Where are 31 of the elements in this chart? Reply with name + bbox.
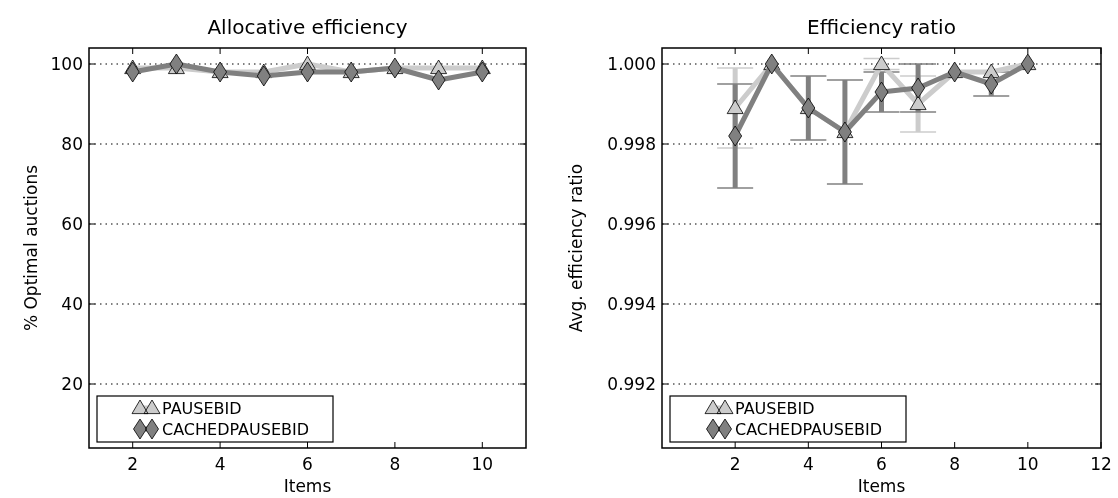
y-tick-label: 1.000 bbox=[607, 53, 656, 74]
legend-label: PAUSEBID bbox=[735, 398, 815, 418]
x-tick-label: 10 bbox=[1017, 454, 1039, 474]
y-tick-label: 0.994 bbox=[607, 293, 656, 314]
x-tick-label: 12 bbox=[1090, 454, 1112, 474]
x-tick-label: 6 bbox=[876, 454, 887, 474]
legend-label: CACHEDPAUSEBID bbox=[735, 419, 883, 439]
x-axis-title: Items bbox=[857, 476, 906, 496]
y-tick-label: 0.996 bbox=[607, 213, 656, 234]
chart-title: Allocative efficiency bbox=[207, 15, 408, 39]
x-tick-label: 8 bbox=[389, 454, 401, 474]
x-axis-title: Items bbox=[283, 476, 332, 496]
y-tick-label: 20 bbox=[61, 373, 83, 394]
y-axis-title: % Optimal auctions bbox=[21, 164, 41, 332]
x-tick-label: 4 bbox=[802, 454, 814, 474]
x-tick-label: 4 bbox=[214, 454, 226, 474]
y-tick-label: 40 bbox=[61, 293, 83, 314]
y-tick-label: 80 bbox=[61, 133, 83, 154]
y-axis-title: Avg. efficiency ratio bbox=[566, 163, 586, 333]
y-tick-label: 0.992 bbox=[607, 373, 656, 394]
x-tick-label: 8 bbox=[949, 454, 961, 474]
x-tick-label: 10 bbox=[471, 454, 494, 474]
x-tick-label: 2 bbox=[127, 454, 139, 474]
legend-label: CACHEDPAUSEBID bbox=[162, 419, 310, 439]
y-tick-label: 100 bbox=[50, 53, 83, 74]
x-tick-label: 2 bbox=[729, 454, 741, 474]
y-tick-label: 60 bbox=[61, 213, 83, 234]
y-tick-label: 0.998 bbox=[607, 133, 656, 154]
legend-label: PAUSEBID bbox=[162, 398, 242, 418]
x-tick-label: 6 bbox=[302, 454, 313, 474]
chart-title: Efficiency ratio bbox=[807, 15, 956, 39]
